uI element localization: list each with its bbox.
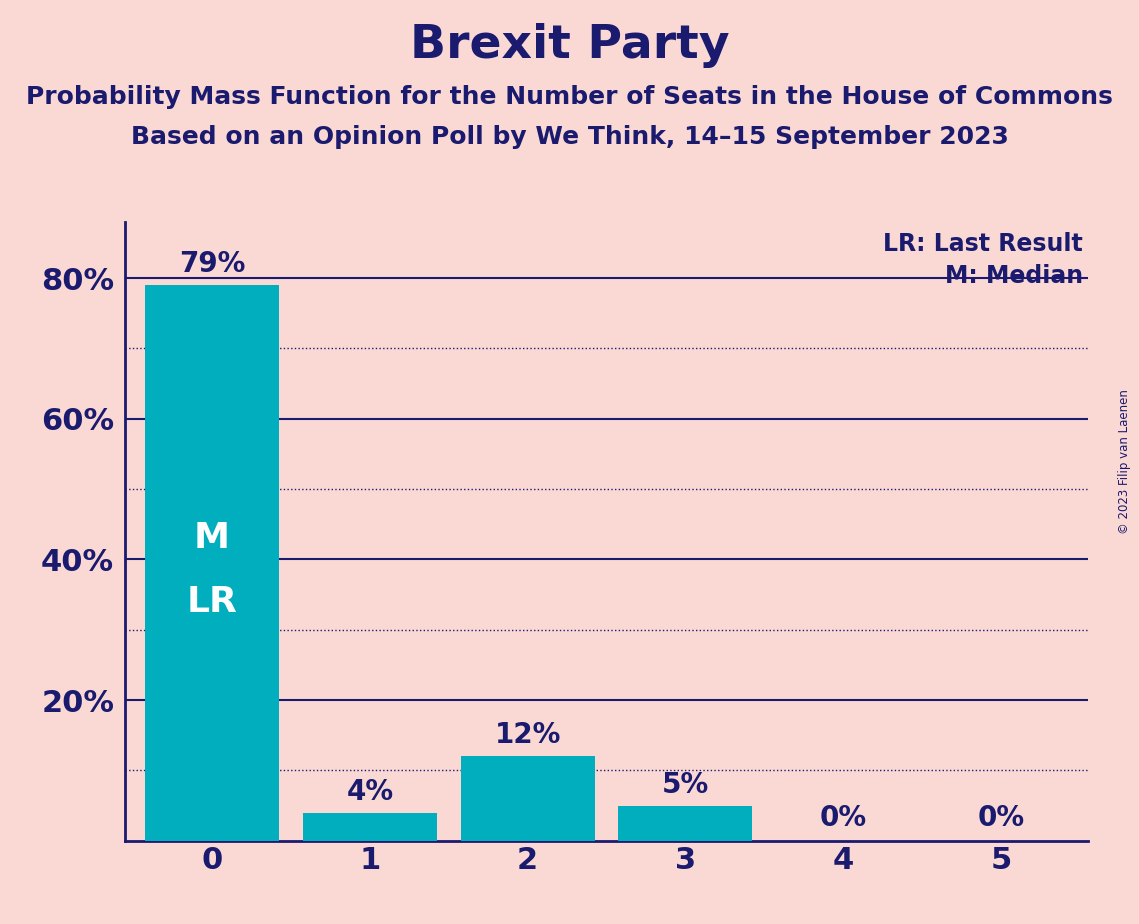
Text: Based on an Opinion Poll by We Think, 14–15 September 2023: Based on an Opinion Poll by We Think, 14… [131, 125, 1008, 149]
Bar [303, 813, 437, 841]
Text: 0%: 0% [820, 805, 867, 833]
Text: 4%: 4% [346, 778, 393, 806]
Text: LR: Last Result: LR: Last Result [883, 232, 1083, 256]
Text: M: Median: M: Median [945, 264, 1083, 288]
Bar [460, 757, 595, 841]
Text: 12%: 12% [494, 722, 560, 749]
Text: Brexit Party: Brexit Party [410, 23, 729, 68]
Text: © 2023 Filip van Laenen: © 2023 Filip van Laenen [1118, 390, 1131, 534]
Bar [618, 806, 753, 841]
Text: 79%: 79% [179, 250, 245, 278]
Text: LR: LR [187, 585, 238, 619]
Text: M: M [194, 521, 230, 555]
Text: 0%: 0% [977, 805, 1024, 833]
Text: 5%: 5% [662, 771, 710, 798]
Bar [145, 286, 279, 841]
Text: Probability Mass Function for the Number of Seats in the House of Commons: Probability Mass Function for the Number… [26, 85, 1113, 109]
